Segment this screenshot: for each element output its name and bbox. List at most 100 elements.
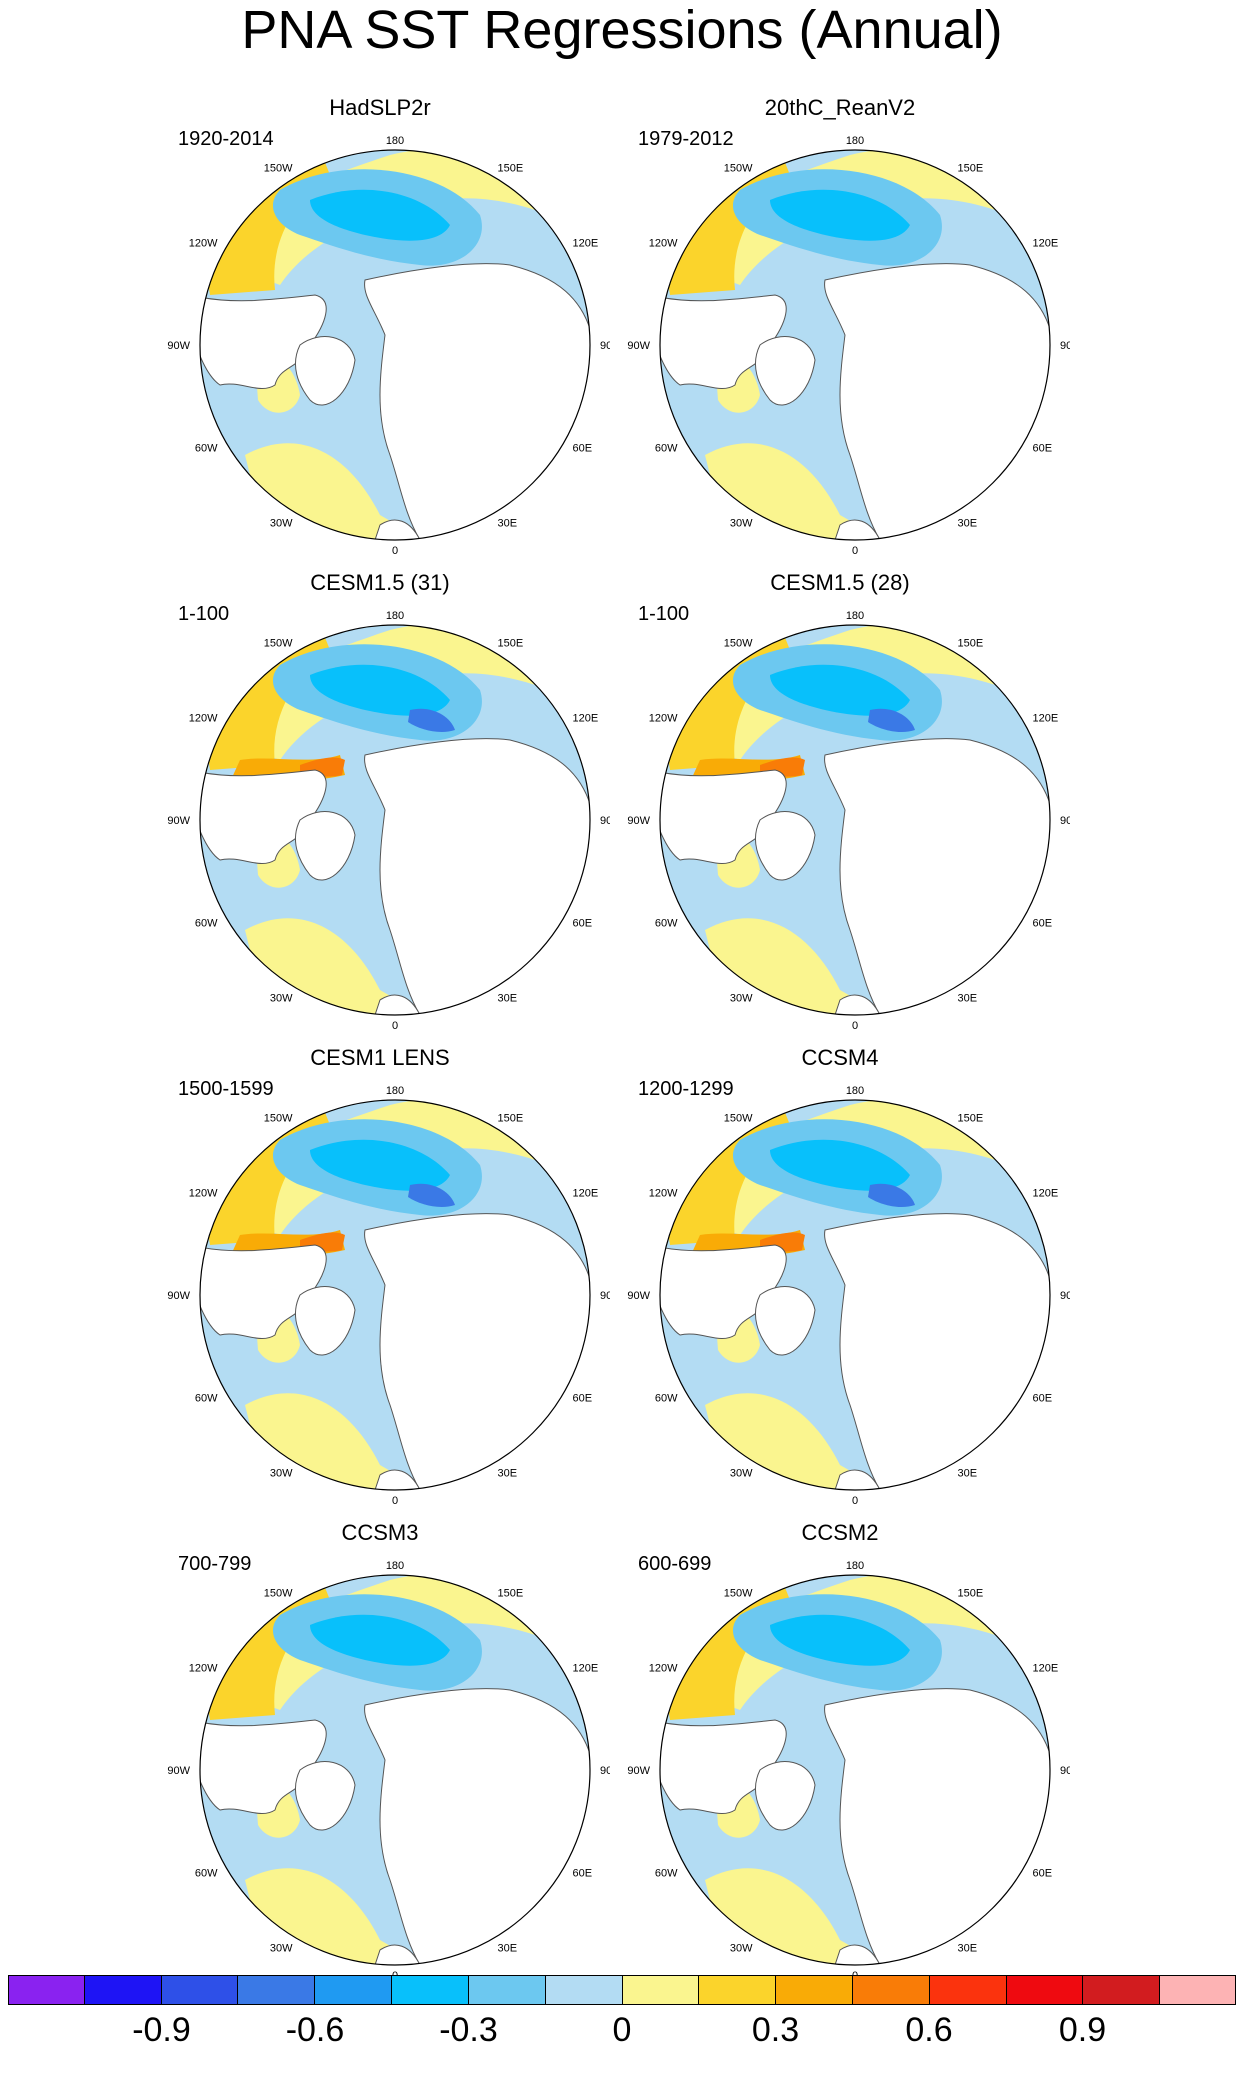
longitude-label: 60W <box>195 1868 218 1880</box>
longitude-label: 0 <box>392 1020 398 1032</box>
longitude-label: 30W <box>270 518 293 530</box>
longitude-label: 150W <box>264 1588 293 1600</box>
polar-map: 180 150E 120E 90E 60E 30E 0 30W 60W 90W 120W 150W <box>167 1085 610 1507</box>
colorbar-swatch <box>237 1975 315 2005</box>
longitude-label: 120E <box>1033 238 1059 250</box>
longitude-label: 30W <box>730 993 753 1005</box>
longitude-label: 150E <box>498 163 524 175</box>
panel-title: CCSM3 <box>341 1520 419 1545</box>
longitude-label: 180 <box>846 1560 864 1572</box>
polar-map: 180 150E 120E 90E 60E 30E 0 30W 60W 90W 120W 150W <box>627 1085 1070 1507</box>
longitude-label: 150E <box>958 1113 984 1125</box>
longitude-label: 90E <box>600 340 610 352</box>
longitude-label: 90W <box>627 1290 650 1302</box>
map-border <box>199 1099 591 1491</box>
longitude-label: 90E <box>1060 815 1070 827</box>
panel-title: CESM1 LENS <box>310 1045 450 1070</box>
map-panel: CESM1.5 (28) 180 150E 120E 90E 60E 30E 0 30W 60W 9… <box>610 570 1070 1040</box>
longitude-label: 30E <box>498 1943 518 1955</box>
map-panel: HadSLP2r 180 150E 120E 90E 60E 30E 0 30W 60W 90W 12… <box>150 95 610 565</box>
colorbar-swatch <box>851 1975 929 2005</box>
longitude-label: 120W <box>189 713 218 725</box>
longitude-label: 120W <box>649 1188 678 1200</box>
longitude-label: 120E <box>573 1188 599 1200</box>
land-africa-edge <box>829 994 881 1015</box>
longitude-label: 90E <box>1060 1290 1070 1302</box>
pacific-cold-max <box>868 1183 915 1208</box>
polar-map: 180 150E 120E 90E 60E 30E 0 30W 60W 90W 120W 150W <box>167 135 610 557</box>
pacific-positive-ring <box>200 625 590 760</box>
land-africa-edge <box>829 1469 881 1490</box>
longitude-label: 60E <box>1033 1868 1053 1880</box>
map-panel: 20thC_ReanV2 180 150E 120E 90E 60E 30E 0 30W 60W 9… <box>610 95 1070 565</box>
longitude-label: 60E <box>1033 918 1053 930</box>
longitude-label: 60E <box>573 1868 593 1880</box>
longitude-label: 120E <box>573 238 599 250</box>
land-greenland <box>755 811 816 881</box>
colorbar-swatch <box>314 1975 392 2005</box>
pacific-cold-core <box>310 189 450 241</box>
longitude-label: 30E <box>958 518 978 530</box>
map-panel: CESM1 LENS 180 150E 120E 90E 60E 30E 0 30W 60W 90W… <box>150 1045 610 1515</box>
panel-years: 1200-1299 <box>638 1078 734 1100</box>
longitude-label: 90E <box>600 1765 610 1777</box>
longitude-label: 150E <box>498 1113 524 1125</box>
longitude-label: 90E <box>1060 340 1070 352</box>
panel-title: 20thC_ReanV2 <box>764 95 916 120</box>
longitude-label: 150E <box>498 638 524 650</box>
longitude-label: 150W <box>264 163 293 175</box>
colorbar-swatch <box>391 1975 468 2005</box>
pacific-positive-ring <box>660 625 1050 760</box>
pacific-cold-core <box>770 1139 910 1191</box>
longitude-label: 30E <box>958 1468 978 1480</box>
colorbar-tick-label: 0.9 <box>1058 2011 1107 2049</box>
pacific-positive-ring <box>660 1100 1050 1235</box>
longitude-label: 90W <box>167 1290 190 1302</box>
pacific-cold-core <box>310 1139 450 1191</box>
colorbar-swatch <box>621 1975 699 2005</box>
longitude-label: 0 <box>852 545 858 557</box>
longitude-label: 30E <box>498 993 518 1005</box>
panel-years: 1-100 <box>178 603 230 625</box>
land-greenland <box>755 336 816 406</box>
land-greenland <box>295 1286 356 1356</box>
map-border <box>659 624 1051 1016</box>
polar-map: 180 150E 120E 90E 60E 30E 0 30W 60W 90W 120W 150W <box>627 135 1070 557</box>
colorbar-tick-label: 0.6 <box>905 2011 953 2049</box>
longitude-label: 30E <box>958 1943 978 1955</box>
pacific-positive-ring <box>200 1100 590 1235</box>
polar-map: 180 150E 120E 90E 60E 30E 0 30W 60W 90W 120W 150W <box>167 610 610 1032</box>
map-border <box>199 624 591 1016</box>
longitude-label: 90W <box>627 1765 650 1777</box>
longitude-label: 0 <box>392 1495 398 1507</box>
colorbar-tick-label: -0.6 <box>285 2011 345 2049</box>
land-africa-edge <box>829 1944 881 1965</box>
colorbar-swatch <box>83 1975 161 2005</box>
panel-years: 700-799 <box>178 1553 252 1575</box>
longitude-label: 0 <box>392 545 398 557</box>
longitude-label: 60W <box>655 443 678 455</box>
longitude-label: 30W <box>730 1468 753 1480</box>
longitude-label: 60E <box>573 918 593 930</box>
longitude-label: 120E <box>573 1663 599 1675</box>
longitude-label: 30W <box>730 518 753 530</box>
pacific-cold-core <box>310 664 450 716</box>
longitude-label: 180 <box>386 1560 404 1572</box>
longitude-label: 120W <box>649 713 678 725</box>
longitude-label: 150W <box>724 1113 753 1125</box>
colorbar-swatch <box>160 1975 238 2005</box>
longitude-label: 60W <box>195 1393 218 1405</box>
longitude-label: 60E <box>1033 443 1053 455</box>
longitude-label: 150E <box>958 638 984 650</box>
pacific-positive-ring <box>660 150 1050 285</box>
longitude-label: 120E <box>1033 713 1059 725</box>
land-africa-edge <box>369 519 421 540</box>
map-panel: CCSM4180150E120E90E60E30E030W60W90W120W1… <box>610 1045 1070 1515</box>
pacific-cold-core <box>310 1614 450 1666</box>
land-africa-edge <box>829 519 881 540</box>
panel-years: 1500-1599 <box>178 1078 274 1100</box>
longitude-label: 150E <box>958 1588 984 1600</box>
longitude-label: 30W <box>270 993 293 1005</box>
panel-title: CESM1.5 (31) <box>310 570 450 595</box>
longitude-label: 180 <box>846 610 864 622</box>
